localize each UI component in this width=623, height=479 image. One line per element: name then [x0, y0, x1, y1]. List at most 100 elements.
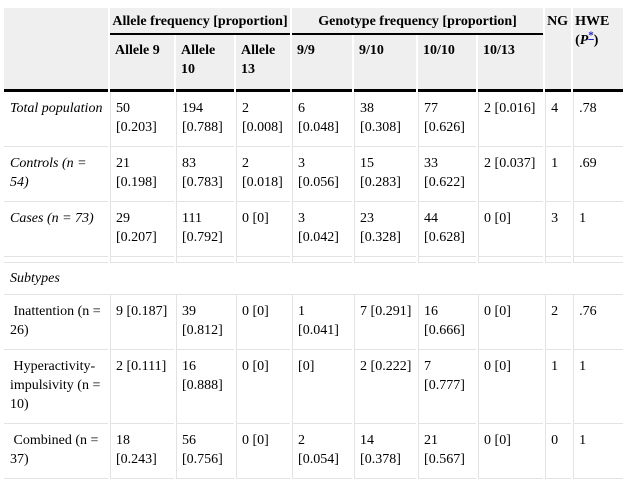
corner-cell	[4, 8, 108, 92]
table-row: Hyperactivity-impulsivity (n = 10) 2 [0.1…	[4, 350, 623, 424]
table-row: Controls (n = 54) 21 [0.198] 83 [0.783] 2 […	[4, 147, 623, 202]
value-cell: 0 [0]	[478, 202, 544, 257]
hwe-cell: .78	[573, 92, 623, 147]
hwe-cell: .76	[573, 295, 623, 350]
hwe-cell: 1	[573, 202, 623, 257]
section-label: Subtypes	[4, 263, 623, 295]
row-label: Inattention (n = 26)	[4, 295, 108, 350]
value-cell: 0 [0]	[236, 424, 291, 479]
value-cell: 0 [0]	[236, 350, 291, 424]
value-cell: 2 [0.037]	[478, 147, 544, 202]
row-label: Combined (n = 37)	[4, 424, 108, 479]
spacer-cell	[110, 257, 174, 263]
row-label: Cases (n = 73)	[4, 202, 108, 257]
hwe-paren-close: )	[593, 33, 599, 48]
column-header-9-9: 9/9	[292, 35, 353, 92]
ng-cell: 4	[545, 92, 572, 147]
value-cell: 15 [0.283]	[354, 147, 417, 202]
value-cell: 39 [0.812]	[176, 295, 234, 350]
row-label: Hyperactivity-impulsivity (n = 10)	[4, 350, 108, 424]
footnote-asterisk-link[interactable]: *	[588, 29, 594, 42]
value-cell: 2 [0.222]	[354, 350, 417, 424]
hwe-cell: 1	[573, 424, 623, 479]
ng-cell: 0	[545, 424, 572, 479]
hwe-cell: 1	[573, 350, 623, 424]
value-cell: 38 [0.308]	[354, 92, 417, 147]
spacer-cell	[4, 257, 108, 263]
value-cell: 2 [0.018]	[236, 147, 291, 202]
column-header-allele9: Allele 9	[110, 35, 174, 92]
value-cell: 56 [0.756]	[176, 424, 234, 479]
hwe-cell: .69	[573, 147, 623, 202]
column-header-10-13: 10/13	[478, 35, 544, 92]
table-row: Cases (n = 73) 29 [0.207] 111 [0.792] 0 [0]…	[4, 202, 623, 257]
value-cell: 0 [0]	[478, 295, 544, 350]
value-cell: 16 [0.888]	[176, 350, 234, 424]
value-cell: 7 [0.291]	[354, 295, 417, 350]
row-label: Total population	[4, 92, 108, 147]
ng-cell: 3	[545, 202, 572, 257]
value-cell: 50 [0.203]	[110, 92, 174, 147]
spacer-cell	[418, 257, 477, 263]
value-cell: 2 [0.054]	[292, 424, 353, 479]
hwe-p-symbol: P	[579, 33, 589, 48]
genotype-group-header: Genotype frequency [proportion]	[292, 8, 544, 35]
hwe-column-header: HWE (P*)	[573, 8, 623, 92]
table-row: Total population 50 [0.203] 194 [0.788] 2 […	[4, 92, 623, 147]
value-cell: 7 [0.777]	[418, 350, 477, 424]
value-cell: 83 [0.783]	[176, 147, 234, 202]
value-cell: 2 [0.016]	[478, 92, 544, 147]
allele-group-header: Allele frequency [proportion]	[110, 8, 291, 35]
column-header-9-10: 9/10	[354, 35, 417, 92]
value-cell: 16 [0.666]	[418, 295, 477, 350]
value-cell: 23 [0.328]	[354, 202, 417, 257]
value-cell: 3 [0.056]	[292, 147, 353, 202]
header-column-row: Allele 9 Allele 10 Allele 13 9/9 9/10 10…	[4, 35, 623, 92]
value-cell: 111 [0.792]	[176, 202, 234, 257]
value-cell: 44 [0.628]	[418, 202, 477, 257]
value-cell: 194 [0.788]	[176, 92, 234, 147]
value-cell: 6 [0.048]	[292, 92, 353, 147]
spacer-cell	[478, 257, 544, 263]
header-group-row: Allele frequency [proportion] Genotype f…	[4, 8, 623, 92]
hwe-label: HWE	[575, 14, 610, 29]
value-cell: 18 [0.243]	[110, 424, 174, 479]
value-cell: 77 [0.626]	[418, 92, 477, 147]
value-cell: [0]	[292, 350, 353, 424]
value-cell: 0 [0]	[236, 295, 291, 350]
frequency-table: Allele frequency [proportion] Genotype f…	[2, 8, 623, 479]
value-cell: 0 [0]	[236, 202, 291, 257]
row-label: Controls (n = 54)	[4, 147, 108, 202]
ng-column-header: NG	[545, 8, 572, 92]
table-header: Allele frequency [proportion] Genotype f…	[4, 8, 623, 92]
table-row: Subtypes	[4, 263, 623, 295]
value-cell: 2 [0.008]	[236, 92, 291, 147]
ng-cell: 1	[545, 350, 572, 424]
value-cell: 2 [0.111]	[110, 350, 174, 424]
value-cell: 0 [0]	[478, 424, 544, 479]
spacer-cell	[176, 257, 234, 263]
value-cell: 3 [0.042]	[292, 202, 353, 257]
spacer-cell	[292, 257, 353, 263]
spacer-cell	[354, 257, 417, 263]
value-cell: 21 [0.567]	[418, 424, 477, 479]
column-header-10-10: 10/10	[418, 35, 477, 92]
column-header-allele10: Allele 10	[176, 35, 234, 92]
value-cell: 1 [0.041]	[292, 295, 353, 350]
value-cell: 0 [0]	[478, 350, 544, 424]
spacer-cell	[545, 257, 572, 263]
ng-cell: 2	[545, 295, 572, 350]
value-cell: 14 [0.378]	[354, 424, 417, 479]
value-cell: 29 [0.207]	[110, 202, 174, 257]
column-header-allele13: Allele 13	[236, 35, 291, 92]
value-cell: 9 [0.187]	[110, 295, 174, 350]
table-row: Inattention (n = 26) 9 [0.187] 39 [0.812] 0…	[4, 295, 623, 350]
spacer-cell	[236, 257, 291, 263]
value-cell: 33 [0.622]	[418, 147, 477, 202]
hwe-paren: (	[575, 33, 580, 48]
spacer-cell	[573, 257, 623, 263]
ng-cell: 1	[545, 147, 572, 202]
table-row	[4, 257, 623, 263]
table-row: Combined (n = 37) 18 [0.243] 56 [0.756] 0 […	[4, 424, 623, 479]
